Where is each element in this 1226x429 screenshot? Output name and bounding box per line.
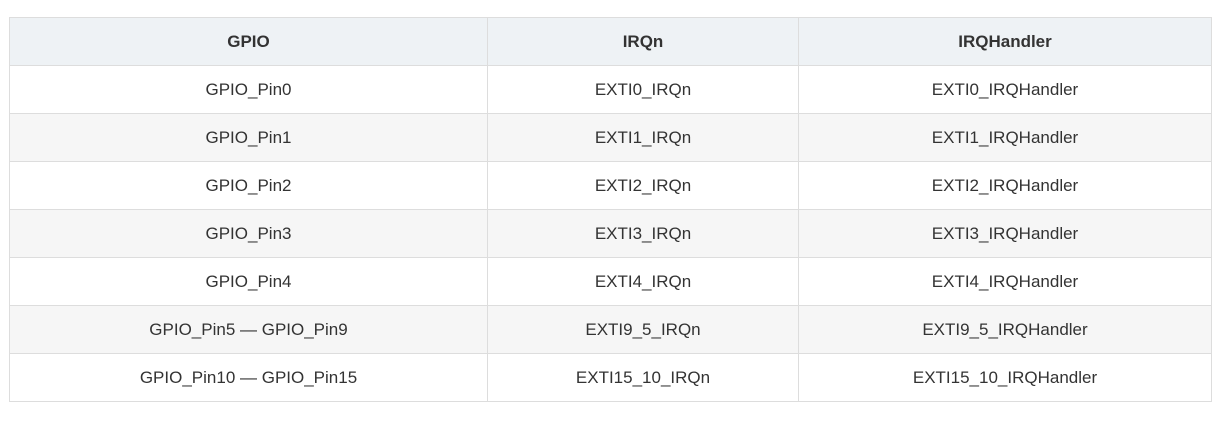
table-header-row: GPIO IRQn IRQHandler xyxy=(9,17,1212,66)
cell-irqn: EXTI15_10_IRQn xyxy=(487,353,799,402)
cell-irqn: EXTI1_IRQn xyxy=(487,113,799,162)
cell-irqn: EXTI9_5_IRQn xyxy=(487,305,799,354)
table-row: GPIO_Pin2 EXTI2_IRQn EXTI2_IRQHandler xyxy=(9,161,1212,210)
header-irqn: IRQn xyxy=(487,17,799,66)
cell-irqn: EXTI2_IRQn xyxy=(487,161,799,210)
cell-gpio: GPIO_Pin5 — GPIO_Pin9 xyxy=(9,305,488,354)
table-row: GPIO_Pin10 — GPIO_Pin15 EXTI15_10_IRQn E… xyxy=(9,353,1212,402)
cell-gpio: GPIO_Pin10 — GPIO_Pin15 xyxy=(9,353,488,402)
gpio-irq-table: GPIO IRQn IRQHandler GPIO_Pin0 EXTI0_IRQ… xyxy=(9,17,1212,402)
cell-irqhandler: EXTI9_5_IRQHandler xyxy=(798,305,1212,354)
cell-gpio: GPIO_Pin0 xyxy=(9,65,488,114)
cell-irqhandler: EXTI3_IRQHandler xyxy=(798,209,1212,258)
cell-gpio: GPIO_Pin4 xyxy=(9,257,488,306)
cell-gpio: GPIO_Pin2 xyxy=(9,161,488,210)
cell-irqhandler: EXTI15_10_IRQHandler xyxy=(798,353,1212,402)
table-row: GPIO_Pin5 — GPIO_Pin9 EXTI9_5_IRQn EXTI9… xyxy=(9,305,1212,354)
cell-irqhandler: EXTI1_IRQHandler xyxy=(798,113,1212,162)
cell-irqhandler: EXTI0_IRQHandler xyxy=(798,65,1212,114)
table-row: GPIO_Pin4 EXTI4_IRQn EXTI4_IRQHandler xyxy=(9,257,1212,306)
gpio-irq-table-container: GPIO IRQn IRQHandler GPIO_Pin0 EXTI0_IRQ… xyxy=(9,17,1212,402)
table-row: GPIO_Pin1 EXTI1_IRQn EXTI1_IRQHandler xyxy=(9,113,1212,162)
cell-irqn: EXTI0_IRQn xyxy=(487,65,799,114)
cell-irqn: EXTI4_IRQn xyxy=(487,257,799,306)
cell-gpio: GPIO_Pin1 xyxy=(9,113,488,162)
cell-irqn: EXTI3_IRQn xyxy=(487,209,799,258)
cell-gpio: GPIO_Pin3 xyxy=(9,209,488,258)
cell-irqhandler: EXTI2_IRQHandler xyxy=(798,161,1212,210)
table-row: GPIO_Pin0 EXTI0_IRQn EXTI0_IRQHandler xyxy=(9,65,1212,114)
table-row: GPIO_Pin3 EXTI3_IRQn EXTI3_IRQHandler xyxy=(9,209,1212,258)
header-gpio: GPIO xyxy=(9,17,488,66)
header-irqhandler: IRQHandler xyxy=(798,17,1212,66)
cell-irqhandler: EXTI4_IRQHandler xyxy=(798,257,1212,306)
